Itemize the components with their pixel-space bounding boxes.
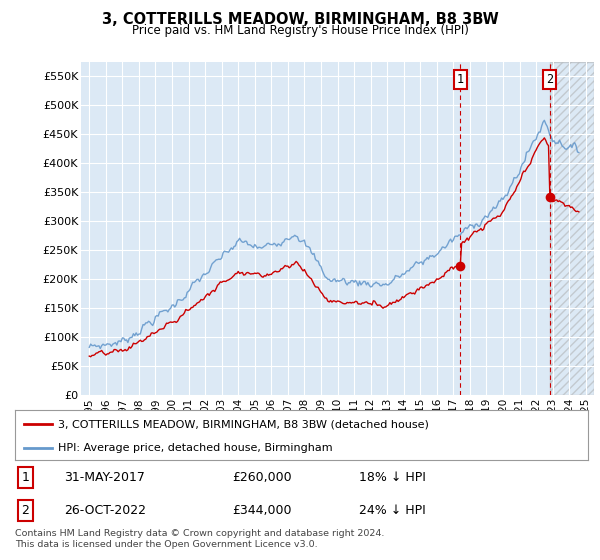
- Text: 3, COTTERILLS MEADOW, BIRMINGHAM, B8 3BW: 3, COTTERILLS MEADOW, BIRMINGHAM, B8 3BW: [101, 12, 499, 27]
- Text: Contains HM Land Registry data © Crown copyright and database right 2024.
This d: Contains HM Land Registry data © Crown c…: [15, 529, 385, 549]
- Text: 2: 2: [22, 504, 29, 517]
- Bar: [460, 62, 550, 395]
- Text: 3, COTTERILLS MEADOW, BIRMINGHAM, B8 3BW (detached house): 3, COTTERILLS MEADOW, BIRMINGHAM, B8 3BW…: [58, 419, 429, 429]
- Text: 1: 1: [457, 73, 464, 86]
- Text: £344,000: £344,000: [233, 504, 292, 517]
- Text: 26-OCT-2022: 26-OCT-2022: [64, 504, 146, 517]
- Bar: [550, 62, 594, 395]
- Text: 1: 1: [22, 471, 29, 484]
- Text: 18% ↓ HPI: 18% ↓ HPI: [359, 471, 425, 484]
- Text: 24% ↓ HPI: 24% ↓ HPI: [359, 504, 425, 517]
- Text: 31-MAY-2017: 31-MAY-2017: [64, 471, 145, 484]
- Text: HPI: Average price, detached house, Birmingham: HPI: Average price, detached house, Birm…: [58, 443, 332, 452]
- Text: 2: 2: [546, 73, 553, 86]
- Text: Price paid vs. HM Land Registry's House Price Index (HPI): Price paid vs. HM Land Registry's House …: [131, 24, 469, 37]
- Text: £260,000: £260,000: [233, 471, 292, 484]
